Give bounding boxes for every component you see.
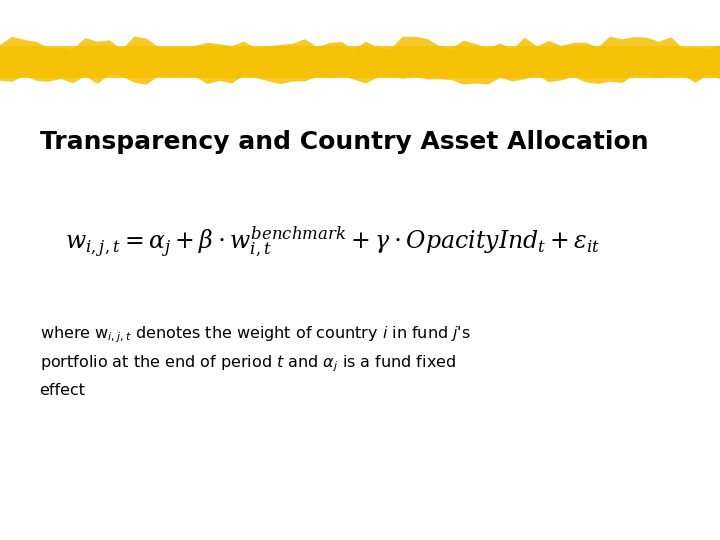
Polygon shape <box>0 37 720 85</box>
Text: effect: effect <box>40 383 86 399</box>
Text: where w$_{i,j,t}$ denotes the weight of country $i$ in fund $j$'s: where w$_{i,j,t}$ denotes the weight of … <box>40 324 470 345</box>
Text: Transparency and Country Asset Allocation: Transparency and Country Asset Allocatio… <box>40 130 648 153</box>
Text: $w_{i,j,t} = \alpha_j + \beta \cdot w_{i,t}^{benchmark}+\gamma \cdot OpacityInd_: $w_{i,j,t} = \alpha_j + \beta \cdot w_{i… <box>65 224 600 259</box>
Bar <box>0 46 720 78</box>
Text: portfolio at the end of period $t$ and $\alpha_j$ is a fund fixed: portfolio at the end of period $t$ and $… <box>40 354 456 374</box>
